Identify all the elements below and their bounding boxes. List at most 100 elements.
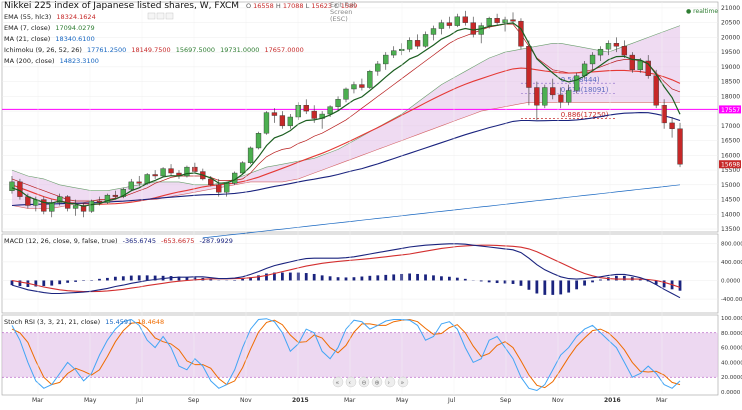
- macd-tick-label: -400.0000: [721, 297, 742, 303]
- candle-down: [446, 22, 453, 26]
- stoch-d-line: [11, 318, 681, 389]
- candle-down: [96, 200, 103, 203]
- candle-down: [613, 43, 620, 47]
- legend-macd[interactable]: MACD (12, 26, close, 9, false, true) -36…: [4, 237, 236, 246]
- price-tick-label: 20500: [721, 20, 740, 27]
- candle-down: [80, 205, 87, 212]
- legend-ichimoku[interactable]: Ichimoku (9, 26, 52, 26) 17761.2500 1814…: [4, 46, 307, 55]
- horizontal-level-badge: [719, 105, 741, 114]
- candle-down: [558, 94, 564, 103]
- legend-stoch-v1: 15.4591: [105, 318, 133, 326]
- legend-stoch-label: Stoch RSI (3, 3, 21, 21, close): [4, 318, 101, 326]
- stoch-tick-label: 40.0000: [721, 360, 742, 366]
- legend-ichimoku-v4: 19731.0000: [220, 46, 260, 54]
- candle-down: [550, 87, 556, 96]
- candle-up: [375, 63, 381, 72]
- nav-control-icon: ⊖: [362, 380, 367, 387]
- ohlc-low-label: L: [305, 2, 312, 10]
- price-tick-label: 21000: [721, 5, 740, 12]
- candle-down: [271, 112, 278, 116]
- gear-icon: [156, 12, 165, 20]
- legend-ichimoku-v2: 18149.7500: [131, 46, 171, 54]
- candle-down: [216, 184, 222, 193]
- legend-ichimoku-v1: 17761.2500: [86, 46, 127, 54]
- legend-ma21[interactable]: MA (21, close) 18340.6100: [4, 35, 98, 44]
- price-tick-label: 17000: [721, 123, 740, 130]
- candle-up: [367, 71, 373, 88]
- candle-up: [406, 40, 413, 50]
- legend-ichimoku-label: Ichimoku (9, 26, 52, 26): [4, 46, 82, 54]
- time-tick-label: Jul: [135, 397, 144, 404]
- time-tick-label: May: [84, 397, 97, 404]
- candle-up: [605, 43, 612, 50]
- candle-up: [438, 22, 445, 29]
- ohlc-low: 15623: [311, 2, 333, 10]
- candle-up: [391, 50, 397, 56]
- candle-up: [502, 19, 508, 23]
- candle-up: [120, 189, 126, 197]
- candle-down: [208, 178, 214, 186]
- price-tick-label: 15000: [721, 182, 740, 189]
- candle-up: [224, 183, 230, 193]
- candle-down: [621, 46, 628, 56]
- legend-ema7[interactable]: EMA (7, close) 17094.0279: [4, 24, 98, 33]
- candle-down: [359, 84, 365, 88]
- legend-stoch[interactable]: Stoch RSI (3, 3, 21, 21, close) 15.4591 …: [4, 318, 167, 327]
- ohlc-close: 1589: [340, 2, 358, 10]
- chart-title-text: Nikkei 225 index of Japanese listed shar…: [4, 1, 240, 11]
- candle-up: [57, 196, 63, 203]
- eye-icon: [147, 12, 156, 20]
- stoch-tick-label: 20.0000: [721, 375, 742, 381]
- candle-down: [136, 181, 142, 184]
- candle-up: [589, 54, 596, 65]
- macd-signal-line: [11, 244, 681, 293]
- candle-down: [414, 40, 421, 47]
- macd-tick-label: 0.0000: [721, 278, 741, 284]
- price-panel-border: [1, 1, 719, 233]
- time-tick-label: 2015: [292, 397, 309, 404]
- candle-up: [581, 63, 588, 76]
- time-tick-label: Mar: [656, 397, 668, 404]
- candle-up: [573, 75, 580, 91]
- ichimoku-cloud: [11, 25, 681, 209]
- candle-up: [88, 200, 95, 212]
- nav-control-button: [371, 376, 383, 388]
- legend-ma200-label: MA (200, close): [4, 57, 55, 65]
- price-tick-label: 14500: [721, 197, 740, 204]
- time-tick-label: Mar: [344, 397, 356, 404]
- candle-up: [542, 87, 548, 106]
- candle-down: [669, 122, 675, 129]
- nav-control-icon: ›: [388, 380, 390, 387]
- nav-control-icon: ‹: [349, 380, 351, 387]
- legend-macd-v3: -287.9929: [199, 237, 233, 245]
- ohlc-open: 16558: [253, 2, 274, 10]
- candle-up: [486, 18, 492, 26]
- legend-ema55[interactable]: EMA (55, hlc3) 18324.1624: [4, 13, 99, 22]
- time-tick-label: Nov: [240, 397, 252, 404]
- time-tick-label: Sep: [188, 397, 200, 404]
- candle-up: [597, 48, 604, 56]
- candle-down: [534, 87, 540, 106]
- candle-up: [184, 166, 190, 177]
- legend-ema7-value: 17094.0279: [55, 24, 95, 32]
- candle-up: [295, 105, 301, 118]
- candle-up: [399, 48, 405, 51]
- candle-up: [351, 84, 357, 90]
- price-tick-label: 15500: [721, 167, 740, 174]
- price-tick-label: 19500: [721, 49, 740, 56]
- time-tick-label: Sep: [500, 397, 512, 404]
- time-tick-label: Nov: [552, 397, 564, 404]
- candle-up: [144, 174, 150, 184]
- candle-down: [17, 181, 23, 197]
- stoch-band: [2, 332, 718, 378]
- candle-down: [645, 60, 651, 76]
- candle-down: [510, 19, 516, 22]
- candle-up: [128, 181, 134, 190]
- ma200-line: [202, 184, 681, 239]
- time-tick-label: 2016: [604, 397, 621, 404]
- ohlc-high: 17088: [282, 2, 304, 10]
- legend-ma200[interactable]: MA (200, close) 14823.3100: [4, 57, 102, 66]
- legend-ma21-value: 18340.6100: [55, 35, 95, 43]
